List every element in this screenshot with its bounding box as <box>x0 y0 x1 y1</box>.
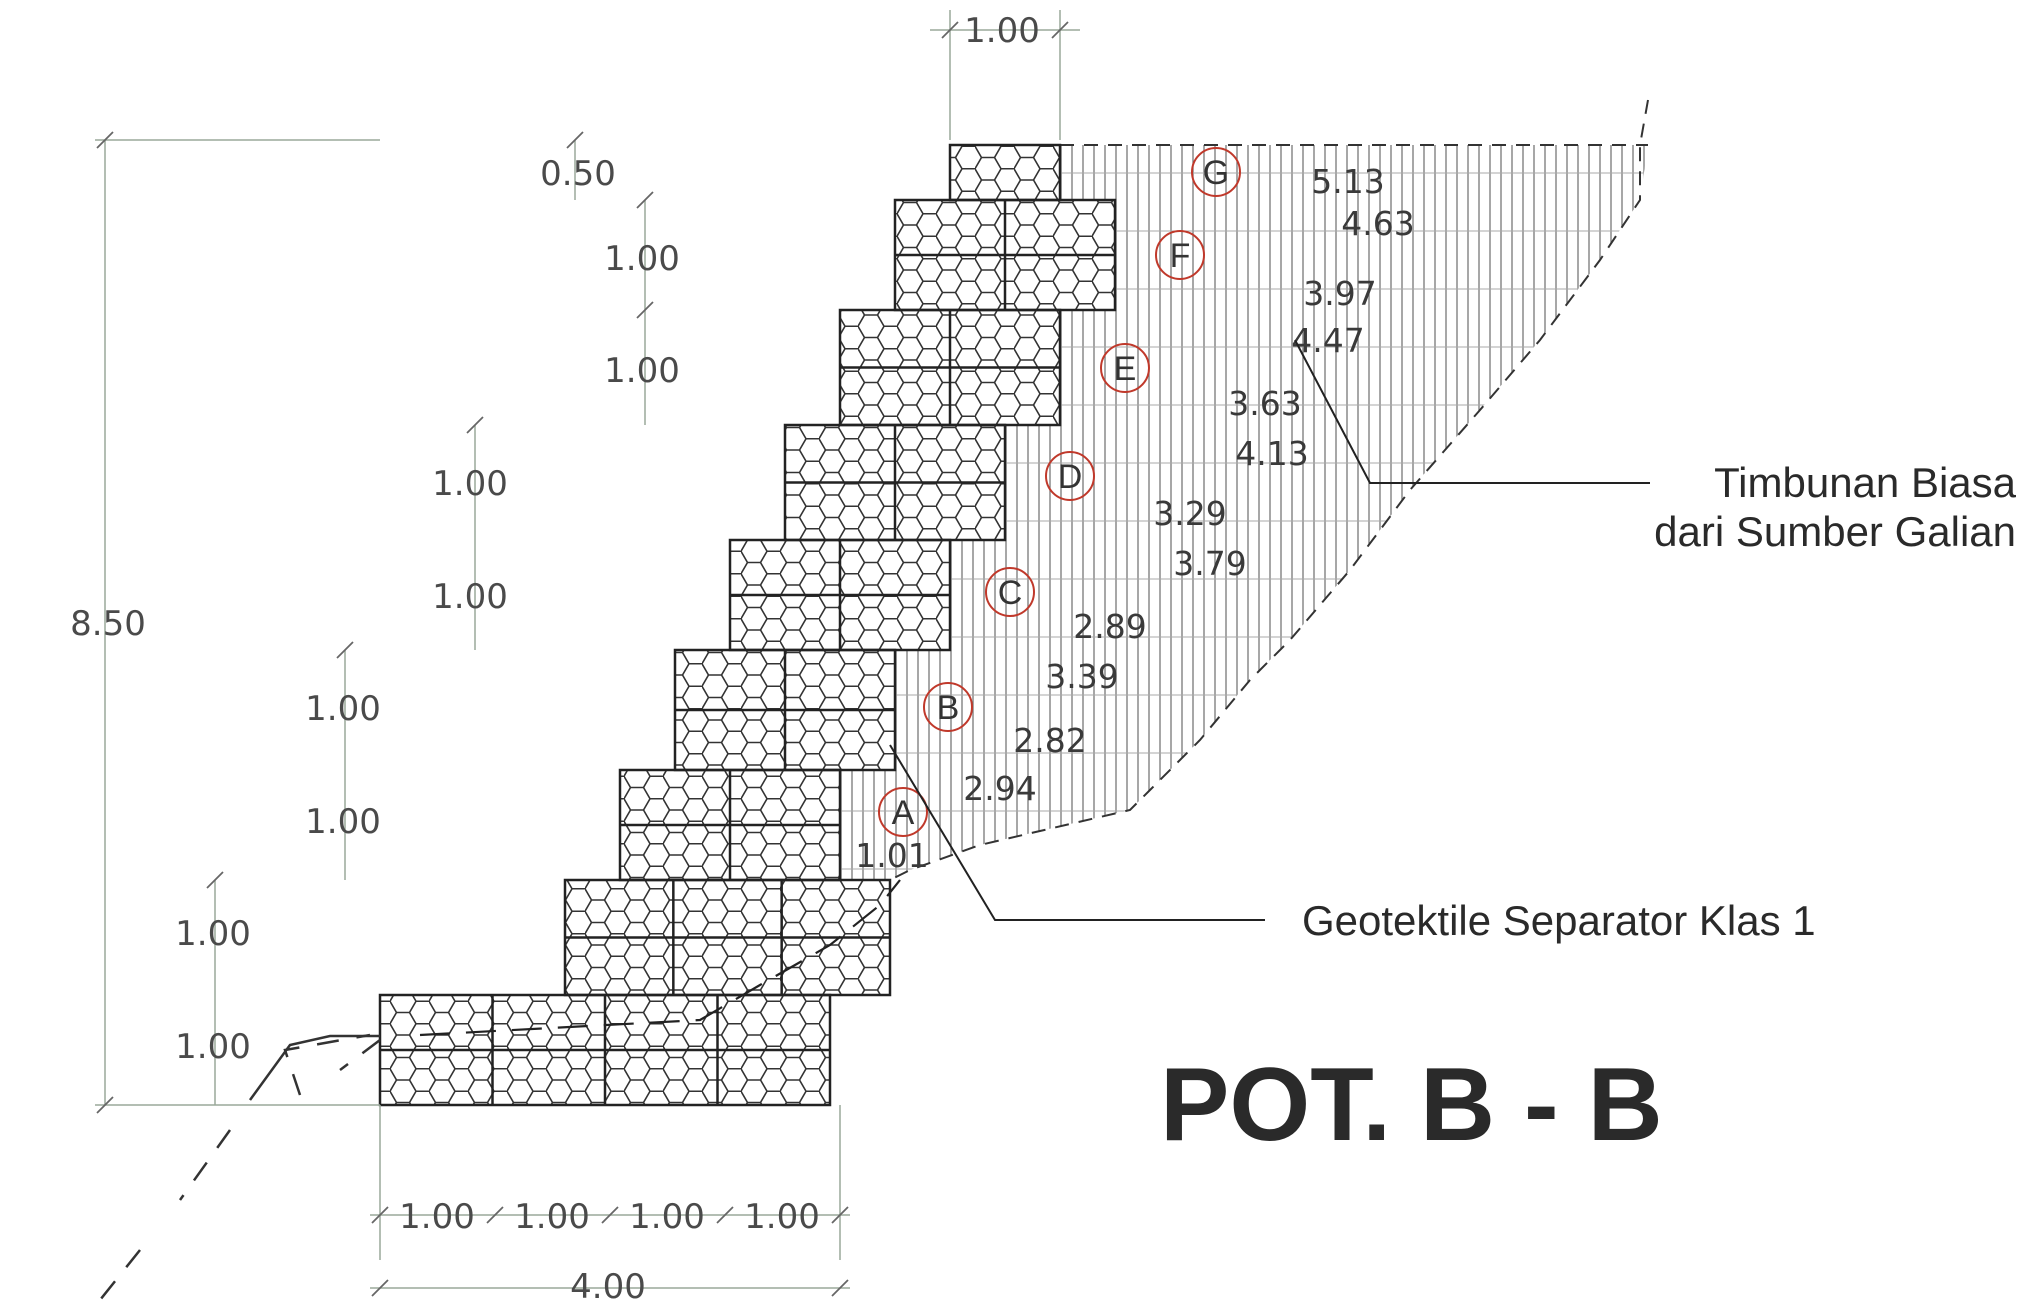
zone-d: D 3.29 3.79 <box>1045 451 1247 583</box>
zone-c-circle <box>985 567 1035 617</box>
gabion-tier <box>728 538 952 652</box>
zone-e-circle <box>1100 343 1150 393</box>
gabion-tier <box>673 648 897 772</box>
zone-d-circle <box>1045 451 1095 501</box>
backfill-outline <box>889 99 1649 881</box>
zone-f-value-1: 3.97 <box>1303 274 1376 313</box>
zone-a-value-1: 1.01 <box>855 836 928 875</box>
callout-fill-line1: Timbunan Biasa <box>1714 459 2017 506</box>
dim-step-3: 1.00 <box>432 464 508 504</box>
zone-b-value-1: 2.82 <box>1013 721 1086 760</box>
zone-c-value-2: 3.39 <box>1045 657 1118 696</box>
gabion-tier <box>378 993 832 1107</box>
dim-step-7: 1.00 <box>175 914 251 954</box>
dim-top-step: 0.50 <box>540 154 616 194</box>
zone-e-value-2: 4.13 <box>1235 434 1308 473</box>
callout-geotextile: Geotektile Separator Klas 1 <box>1302 897 1816 944</box>
zone-g-circle <box>1191 147 1241 197</box>
geotextile-line <box>419 879 901 1037</box>
gabion-tier <box>618 768 842 882</box>
dim-top-width: 1.00 <box>964 11 1040 51</box>
zone-d-value-1: 3.29 <box>1153 494 1226 533</box>
gabion-tier <box>893 198 1117 312</box>
zone-f: F 3.97 4.47 <box>1155 230 1377 360</box>
zone-d-label: D <box>1058 458 1083 496</box>
zone-b-circle <box>923 682 973 732</box>
dimension-ticks <box>96 21 1069 1297</box>
dim-total-height: 8.50 <box>70 604 146 644</box>
zone-b: B 2.82 2.94 <box>923 682 1087 808</box>
zone-b-value-2: 2.94 <box>963 769 1036 808</box>
zone-b-label: B <box>937 689 960 727</box>
dim-bottom-1: 1.00 <box>399 1197 475 1237</box>
dim-step-5: 1.00 <box>305 689 381 729</box>
zone-f-value-2: 4.47 <box>1291 321 1364 360</box>
dim-step-8: 1.00 <box>175 1027 251 1067</box>
zone-a: A 1.01 <box>855 787 929 875</box>
zone-g-label: G <box>1203 154 1229 192</box>
gabion-tier <box>783 423 1007 542</box>
zone-f-label: F <box>1170 237 1191 275</box>
gabion-tier <box>563 878 892 997</box>
zone-a-label: A <box>892 794 915 832</box>
zone-d-value-2: 3.79 <box>1173 544 1246 583</box>
gabion-tier <box>948 143 1062 202</box>
dim-step-1: 1.00 <box>604 239 680 279</box>
dim-bottom-total: 4.00 <box>570 1267 646 1302</box>
zone-g-value-2: 4.63 <box>1341 204 1414 243</box>
dim-step-4: 1.00 <box>432 577 508 617</box>
zone-c: C 2.89 3.39 <box>985 567 1147 696</box>
zone-a-circle <box>878 787 928 837</box>
zone-e-label: E <box>1114 350 1137 388</box>
gabion-wall <box>378 143 1117 1107</box>
drawing-title: POT. B - B <box>1160 1047 1663 1163</box>
zone-f-circle <box>1155 230 1205 280</box>
dimension-lines <box>95 10 1080 1289</box>
callout-fill-line2: dari Sumber Galian <box>1654 508 2016 555</box>
zone-g-value-1: 5.13 <box>1311 162 1384 201</box>
zone-g: G 5.13 4.63 <box>1191 147 1415 243</box>
zone-c-label: C <box>998 574 1023 612</box>
leader-lines <box>889 339 1650 921</box>
zone-c-value-1: 2.89 <box>1073 607 1146 646</box>
dim-bottom-4: 1.00 <box>744 1197 820 1237</box>
zone-e-value-1: 3.63 <box>1228 384 1301 423</box>
gabion-tier <box>838 308 1062 427</box>
dim-bottom-2: 1.00 <box>514 1197 590 1237</box>
ground-line-solid <box>248 1034 380 1101</box>
dim-step-6: 1.00 <box>305 802 381 842</box>
zone-e: E 3.63 4.13 <box>1100 343 1309 473</box>
dim-bottom-3: 1.00 <box>629 1197 705 1237</box>
dim-step-2: 1.00 <box>604 351 680 391</box>
ground-line <box>99 1033 381 1301</box>
